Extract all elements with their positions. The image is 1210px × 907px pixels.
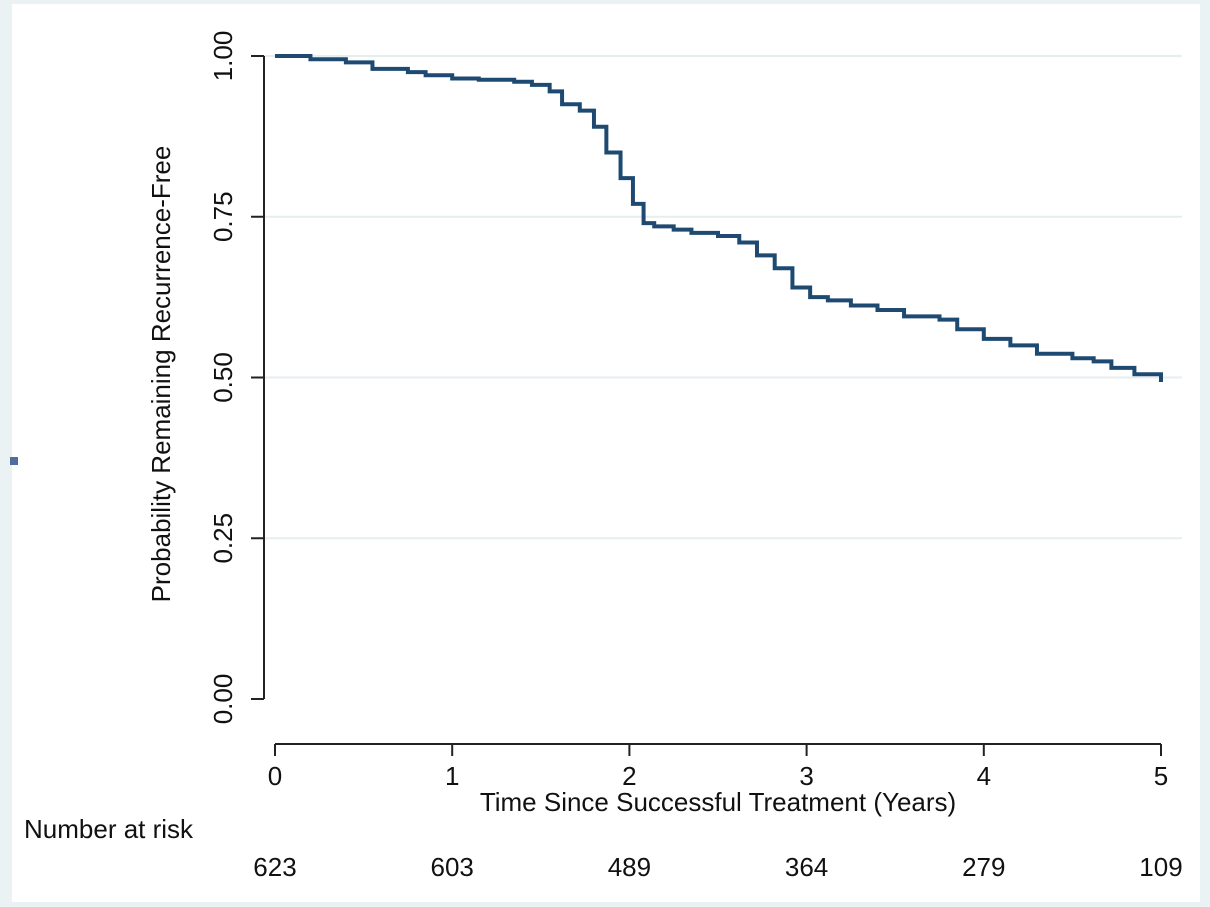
risk-count: 109 <box>1139 852 1182 882</box>
y-tick-label: 1.00 <box>208 31 238 82</box>
risk-count: 489 <box>608 852 651 882</box>
y-tick-label: 0.75 <box>208 191 238 242</box>
x-tick-label: 2 <box>622 761 636 791</box>
x-tick-label: 4 <box>977 761 991 791</box>
risk-table-values: 623 603 489 364 279 109 <box>253 852 1182 882</box>
risk-count: 279 <box>962 852 1005 882</box>
plot-region <box>264 40 1182 744</box>
x-axis: 0 1 2 3 4 5 <box>268 743 1168 791</box>
x-tick-label: 0 <box>268 761 282 791</box>
risk-table-label: Number at risk <box>24 814 194 844</box>
y-tick-label: 0.50 <box>208 352 238 403</box>
x-axis-title: Time Since Successful Treatment (Years) <box>480 787 956 817</box>
risk-count: 623 <box>253 852 296 882</box>
grid-lines <box>264 55 1182 540</box>
y-tick-label: 0.25 <box>208 513 238 564</box>
x-tick-label: 5 <box>1154 761 1168 791</box>
x-tick-label: 1 <box>445 761 459 791</box>
risk-count: 603 <box>431 852 474 882</box>
y-axis: 0.00 0.25 0.50 0.75 1.00 <box>208 31 265 725</box>
km-curve <box>275 54 1163 383</box>
y-tick-label: 0.00 <box>208 674 238 725</box>
risk-count: 364 <box>785 852 828 882</box>
marker-square <box>10 457 18 465</box>
x-tick-label: 3 <box>799 761 813 791</box>
y-axis-title: Probability Remaining Recurrence-Free <box>146 146 176 603</box>
